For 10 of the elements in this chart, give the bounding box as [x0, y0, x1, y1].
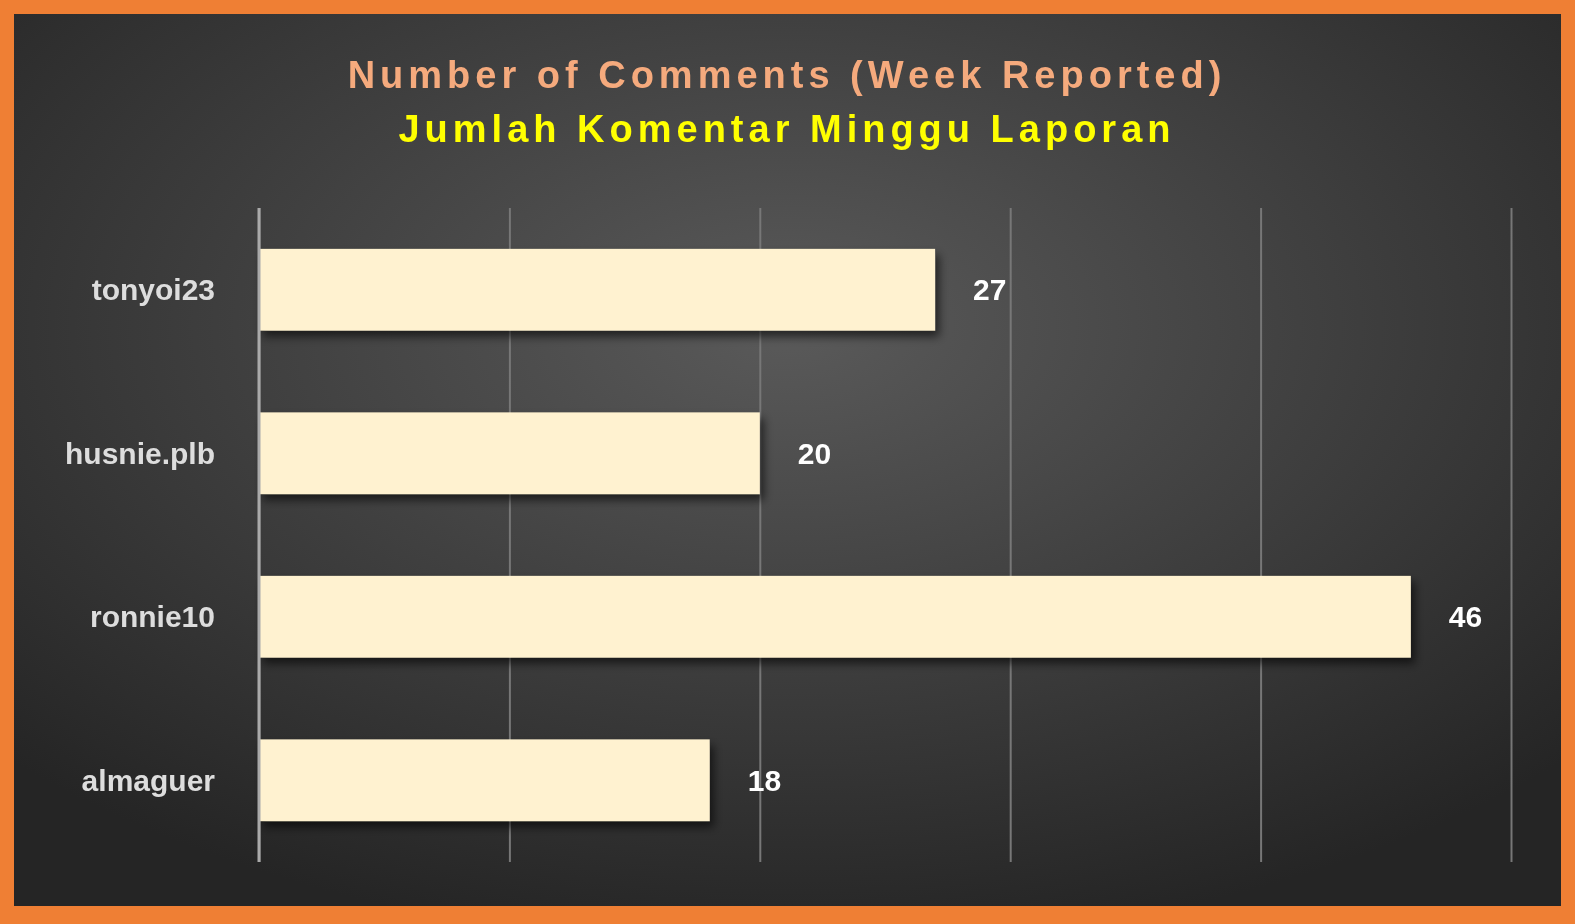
chart-subtitle: Jumlah Komentar Minggu Laporan — [398, 108, 1176, 150]
data-label: 27 — [973, 273, 1007, 307]
chart-title: Number of Comments (Week Reported) — [347, 54, 1227, 96]
y-tick-label: ronnie10 — [89, 600, 215, 634]
data-label: 20 — [797, 436, 832, 470]
y-tick-label: husnie.plb — [65, 436, 215, 470]
data-label: 46 — [1448, 600, 1483, 634]
y-tick-label: tonyoi23 — [91, 273, 215, 307]
y-tick-label: almaguer — [81, 763, 216, 797]
data-label: 18 — [747, 763, 782, 797]
